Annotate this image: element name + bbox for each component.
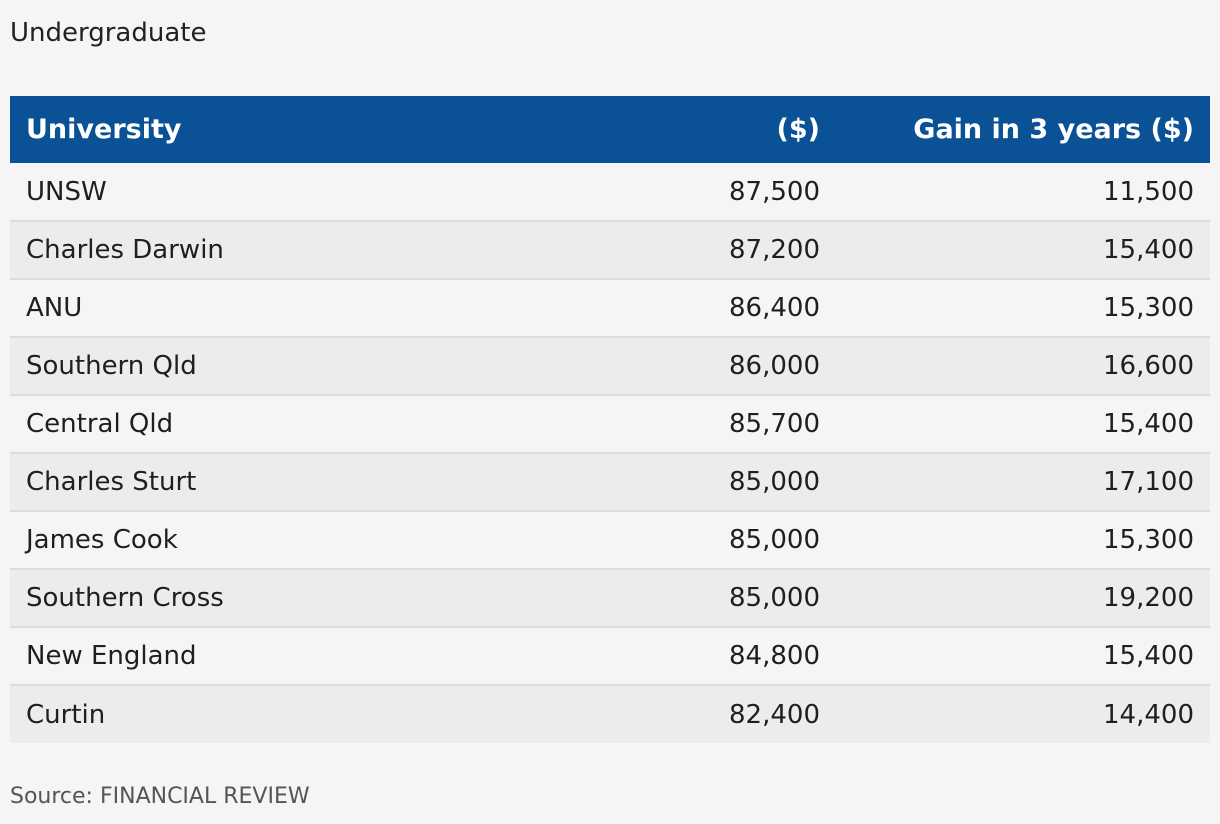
table-row: Charles Darwin 87,200 15,400: [10, 221, 1210, 279]
cell-salary: 85,000: [729, 467, 820, 497]
cell-gain: 17,100: [1103, 467, 1194, 497]
cell-salary: 86,400: [729, 293, 820, 323]
cell-university: Southern Qld: [26, 351, 197, 381]
cell-salary: 85,700: [729, 409, 820, 439]
table-row: James Cook 85,000 15,300: [10, 511, 1210, 569]
cell-salary: 85,000: [729, 583, 820, 613]
cell-university: Charles Darwin: [26, 235, 224, 265]
table-body: UNSW 87,500 11,500 Charles Darwin 87,200 15,4…: [10, 163, 1210, 743]
table-row: ANU 86,400 15,300: [10, 279, 1210, 337]
cell-gain: 15,400: [1103, 235, 1194, 265]
cell-gain: 14,400: [1103, 699, 1194, 730]
cell-salary: 87,500: [729, 176, 820, 207]
table-row: Southern Cross 85,000 19,200: [10, 569, 1210, 627]
cell-gain: 15,400: [1103, 641, 1194, 671]
cell-university: Charles Sturt: [26, 467, 197, 497]
header-university: University: [26, 114, 182, 145]
cell-gain: 15,300: [1103, 293, 1194, 323]
table-subtitle: Undergraduate: [10, 18, 207, 48]
cell-salary: 87,200: [729, 235, 820, 265]
cell-gain: 15,300: [1103, 525, 1194, 555]
cell-salary: 84,800: [729, 641, 820, 671]
cell-university: James Cook: [26, 525, 178, 555]
cell-gain: 11,500: [1103, 176, 1194, 207]
cell-university: New England: [26, 641, 197, 671]
cell-university: Central Qld: [26, 409, 174, 439]
cell-gain: 19,200: [1103, 583, 1194, 613]
table-row: Southern Qld 86,000 16,600: [10, 337, 1210, 395]
cell-gain: 15,400: [1103, 409, 1194, 439]
table-row: UNSW 87,500 11,500: [10, 163, 1210, 221]
cell-salary: 86,000: [729, 351, 820, 381]
table-row: New England 84,800 15,400: [10, 627, 1210, 685]
table-row: Charles Sturt 85,000 17,100: [10, 453, 1210, 511]
cell-university: Curtin: [26, 699, 106, 730]
header-gain: Gain in 3 years ($): [913, 114, 1194, 145]
salary-table: University ($) Gain in 3 years ($) UNSW 8…: [10, 96, 1210, 743]
cell-salary: 85,000: [729, 525, 820, 555]
table-row: Central Qld 85,700 15,400: [10, 395, 1210, 453]
cell-gain: 16,600: [1103, 351, 1194, 381]
table-header: University ($) Gain in 3 years ($): [10, 96, 1210, 163]
cell-university: Southern Cross: [26, 583, 224, 613]
cell-university: UNSW: [26, 176, 107, 207]
source-note: Source: FINANCIAL REVIEW: [10, 784, 310, 809]
cell-salary: 82,400: [729, 699, 820, 730]
header-row: University ($) Gain in 3 years ($): [10, 96, 1210, 163]
cell-university: ANU: [26, 293, 83, 323]
header-salary: ($): [776, 114, 820, 145]
table-row: Curtin 82,400 14,400: [10, 685, 1210, 743]
